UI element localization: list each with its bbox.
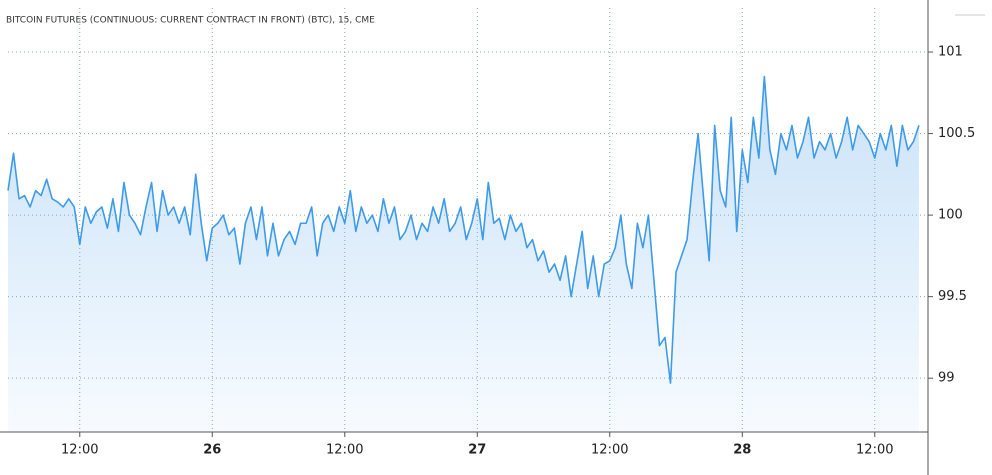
chart-title: BITCOIN FUTURES (CONTINUOUS: CURRENT CON…	[6, 16, 375, 26]
x-tick-label: 12:00	[856, 443, 893, 458]
y-tick-label: 100.5	[938, 126, 975, 141]
x-tick-label: 26	[203, 443, 221, 458]
x-tick-label: 12:00	[61, 443, 98, 458]
y-tick-label: 99	[938, 371, 955, 386]
y-tick-label: 100	[938, 208, 963, 223]
x-tick-label: 28	[733, 443, 751, 458]
area-fill	[8, 76, 919, 433]
price-line	[7, 75, 920, 384]
y-tick-label: 101	[938, 45, 963, 60]
x-tick-label: 12:00	[326, 443, 363, 458]
x-tick-label: 12:00	[591, 443, 628, 458]
y-tick-label: 99.5	[938, 289, 967, 304]
x-tick-label: 27	[468, 443, 486, 458]
